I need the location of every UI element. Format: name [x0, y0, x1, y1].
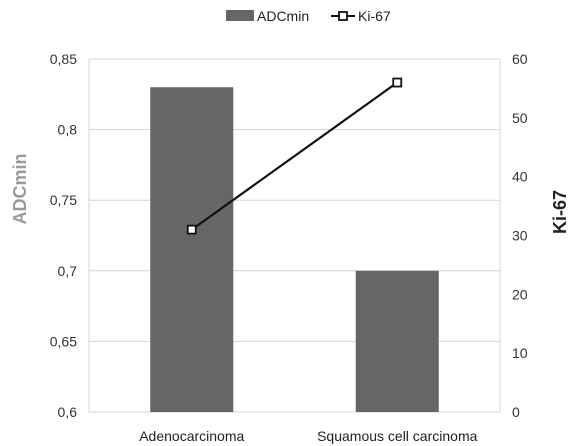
legend-swatch-adcmin [226, 10, 254, 21]
x-category-label: Squamous cell carcinoma [317, 428, 478, 444]
line-series [186, 77, 403, 235]
y-tick-label-right: 0 [512, 404, 520, 420]
legend: ADCmin Ki-67 [226, 8, 391, 24]
y-tick-label-right: 60 [512, 51, 528, 67]
y-tick-label-right: 30 [512, 228, 528, 244]
y-axis-title-right: Ki-67 [550, 190, 570, 234]
y-tick-label-right: 20 [512, 286, 528, 302]
legend-label-ki67: Ki-67 [358, 8, 391, 24]
bar-adcmin [355, 270, 439, 412]
y-tick-label-right: 10 [512, 345, 528, 361]
line-ki67 [191, 81, 398, 231]
bar-series [150, 87, 439, 413]
y-tick-label-left: 0,85 [50, 51, 77, 67]
x-category-label: Adenocarcinoma [139, 428, 244, 444]
category-labels: Adenocarcinoma Squamous cell carcinoma [139, 428, 477, 444]
point-ki67 [186, 224, 197, 235]
point-ki67 [392, 77, 403, 88]
y-axis-title-left: ADCmin [10, 154, 30, 225]
y-tick-label-right: 50 [512, 110, 528, 126]
legend-label-adcmin: ADCmin [257, 8, 309, 24]
y-tick-label-left: 0,7 [58, 263, 78, 279]
y-tick-label-left: 0,75 [50, 192, 77, 208]
y-tick-label-left: 0,8 [58, 122, 78, 138]
y-tick-label-left: 0,65 [50, 333, 77, 349]
y-tick-label-right: 40 [512, 169, 528, 185]
bar-adcmin [150, 87, 234, 413]
legend-marker-ki67 [338, 11, 348, 21]
y-tick-label-left: 0,6 [58, 404, 78, 420]
tick-labels: 0,6 0,65 0,7 0,75 0,8 0,85 0 10 20 30 40 50 60 [50, 51, 528, 420]
